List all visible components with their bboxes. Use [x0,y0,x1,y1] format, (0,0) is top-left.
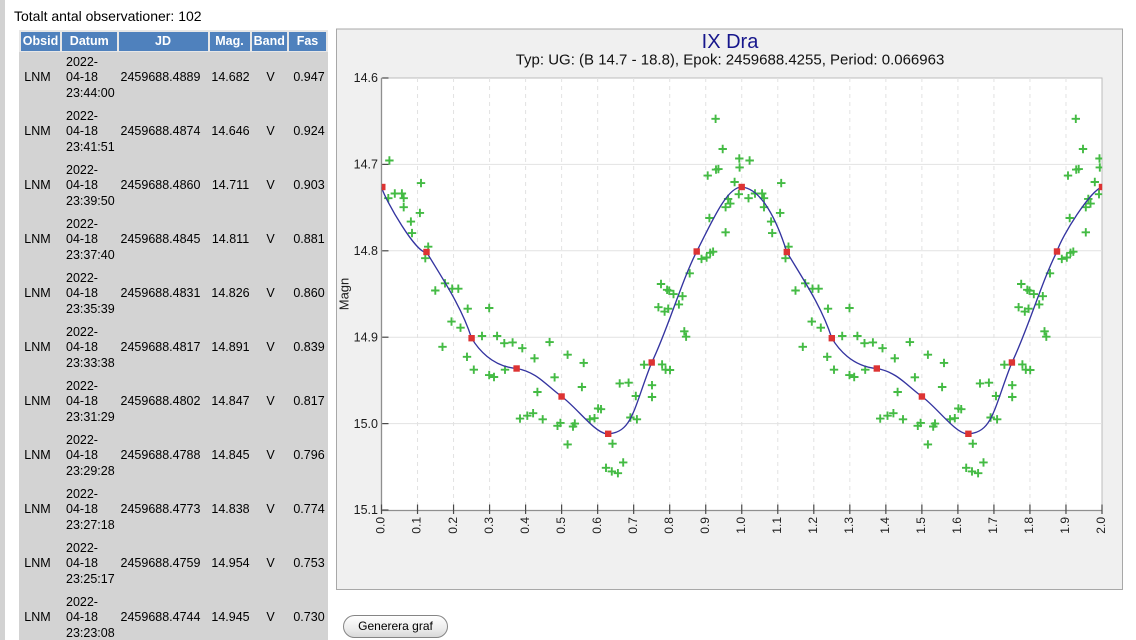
svg-text:0.2: 0.2 [446,517,460,534]
svg-text:15.0: 15.0 [354,417,378,431]
svg-text:1.4: 1.4 [878,517,892,534]
svg-text:14.8: 14.8 [354,244,378,258]
svg-text:1.6: 1.6 [950,517,964,534]
svg-text:0.5: 0.5 [554,517,568,534]
svg-text:0.0: 0.0 [374,517,388,534]
svg-text:1.3: 1.3 [842,517,856,534]
svg-text:1.8: 1.8 [1022,517,1036,534]
svg-text:Magn: Magn [337,278,352,311]
svg-text:1.0: 1.0 [734,517,748,534]
svg-text:0.9: 0.9 [698,517,712,534]
svg-text:0.7: 0.7 [626,517,640,534]
svg-text:1.7: 1.7 [986,517,1000,534]
svg-text:14.9: 14.9 [354,330,378,344]
svg-text:1.5: 1.5 [914,517,928,534]
svg-text:15.1: 15.1 [354,503,378,517]
svg-text:14.7: 14.7 [354,158,378,172]
svg-text:0.3: 0.3 [482,517,496,534]
svg-text:1.9: 1.9 [1058,517,1072,534]
svg-text:0.8: 0.8 [662,517,676,534]
svg-text:2.0: 2.0 [1094,517,1108,534]
svg-text:1.2: 1.2 [806,517,820,534]
svg-text:14.6: 14.6 [354,71,378,85]
svg-text:1.1: 1.1 [770,517,784,534]
svg-text:0.4: 0.4 [518,517,532,534]
svg-text:0.6: 0.6 [590,517,604,534]
svg-text:Typ: UG: (B 14.7 - 18.8), Epok: Typ: UG: (B 14.7 - 18.8), Epok: 2459688.… [516,52,945,69]
svg-text:0.1: 0.1 [410,517,424,534]
svg-text:IX Dra: IX Dra [702,31,760,53]
